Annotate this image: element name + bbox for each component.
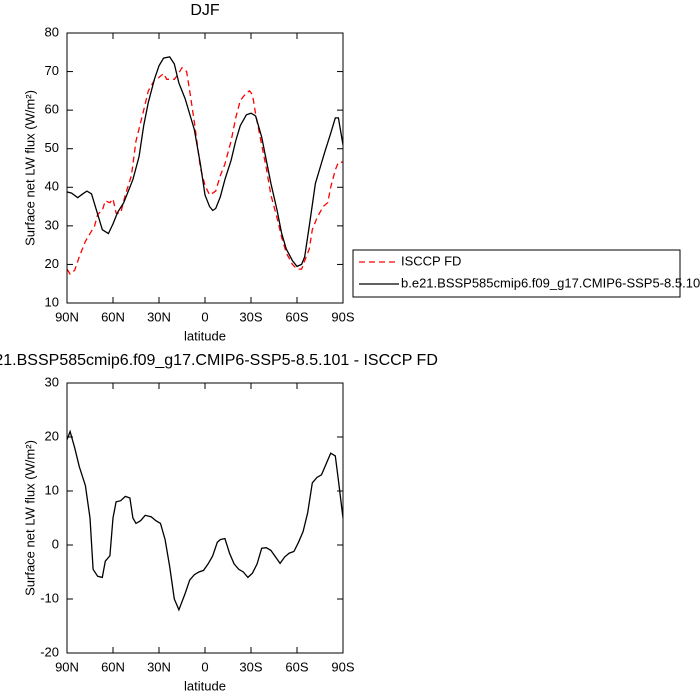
x-tick-label: 0	[201, 309, 208, 324]
y-tick-label: 40	[45, 179, 59, 194]
y-tick-label: 20	[45, 428, 59, 443]
y-tick-label: -10	[40, 590, 59, 605]
y-tick-label: 10	[45, 294, 59, 309]
series-line	[67, 66, 343, 276]
series-line	[67, 429, 343, 612]
x-tick-label: 90N	[55, 659, 79, 674]
legend-label: b.e21.BSSP585cmip6.f09_g17.CMIP6-SSP5-8.…	[401, 275, 700, 290]
y-axis-label: Surface net LW flux (W/m²)	[22, 90, 37, 246]
plot-frame	[66, 32, 344, 304]
y-tick-label: 20	[45, 256, 59, 271]
x-tick-label: 90N	[55, 309, 79, 324]
y-tick-label: 60	[45, 102, 59, 117]
chart-title: b.e21.BSSP585cmip6.f09_g17.CMIP6-SSP5-8.…	[0, 352, 438, 369]
x-tick-label: 30N	[147, 659, 171, 674]
y-tick-label: 30	[45, 374, 59, 389]
x-tick-label: 60S	[285, 659, 308, 674]
x-tick-label: 90S	[331, 659, 354, 674]
y-tick-label: 0	[52, 536, 59, 551]
y-tick-label: 50	[45, 140, 59, 155]
series-line	[67, 56, 343, 268]
x-tick-label: 30S	[239, 309, 262, 324]
chart-title: DJF	[190, 2, 220, 19]
x-tick-label: 30S	[239, 659, 262, 674]
y-tick-label: 10	[45, 482, 59, 497]
legend-box	[352, 249, 681, 298]
x-tick-label: 60N	[101, 309, 125, 324]
x-tick-label: 60S	[285, 309, 308, 324]
y-tick-label: -20	[40, 644, 59, 659]
x-tick-label: 90S	[331, 309, 354, 324]
x-tick-label: 30N	[147, 309, 171, 324]
x-tick-label: 0	[201, 659, 208, 674]
x-tick-label: 60N	[101, 659, 125, 674]
y-tick-label: 80	[45, 24, 59, 39]
plot-frame	[66, 382, 344, 654]
x-axis-label: latitude	[184, 328, 226, 343]
legend-label: ISCCP FD	[401, 253, 461, 268]
x-axis-label: latitude	[184, 678, 226, 693]
y-tick-label: 70	[45, 63, 59, 78]
y-axis-label: Surface net LW flux (W/m²)	[22, 440, 37, 596]
y-tick-label: 30	[45, 217, 59, 232]
